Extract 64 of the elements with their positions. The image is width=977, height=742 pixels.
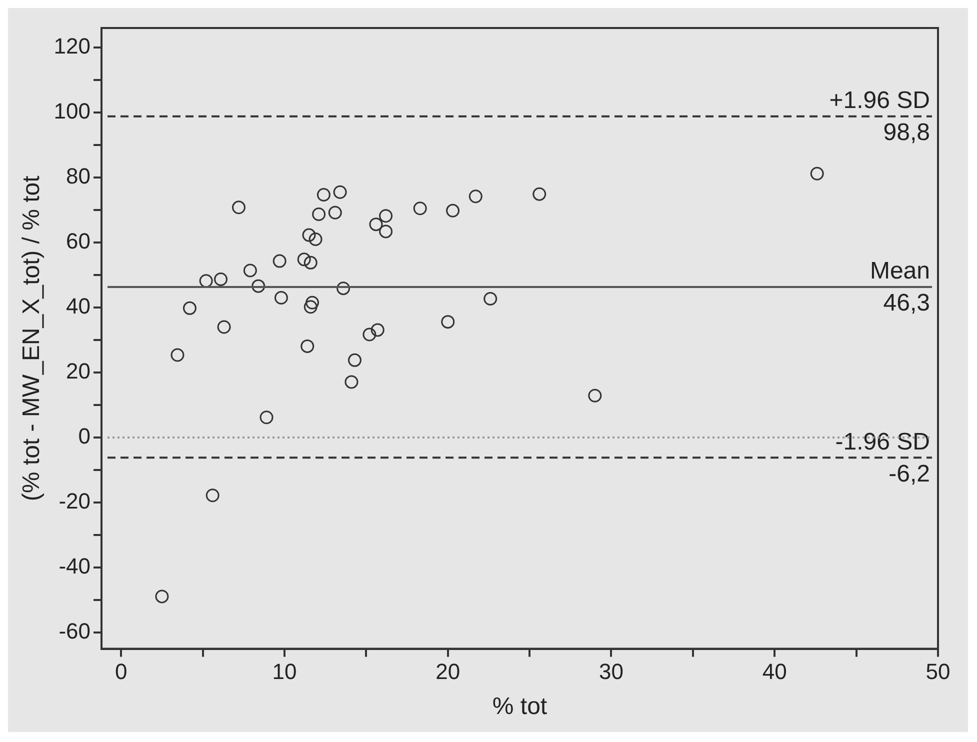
y-tick-label: -40 <box>58 554 91 579</box>
point <box>260 410 274 424</box>
point <box>344 375 358 389</box>
y-tick-label: 80 <box>66 164 91 189</box>
point <box>308 232 322 246</box>
point <box>272 254 286 268</box>
y-tick-label: 0 <box>78 424 91 449</box>
y-tick-label: -20 <box>58 488 91 514</box>
y-tick-label: -60 <box>58 618 91 644</box>
y-tick-label: 100 <box>54 98 91 124</box>
point <box>274 291 288 305</box>
point <box>170 348 184 362</box>
point <box>306 296 320 310</box>
point <box>214 272 228 286</box>
point <box>252 279 266 293</box>
point <box>379 224 393 238</box>
point <box>468 190 482 204</box>
point <box>217 320 231 334</box>
annotation: -6,2 <box>888 460 930 488</box>
point <box>446 204 460 218</box>
annotation: 46,3 <box>883 290 930 317</box>
point <box>370 323 384 337</box>
ref-line-label: -1.96 SD <box>835 428 930 456</box>
point <box>333 185 347 199</box>
point <box>206 488 220 502</box>
point <box>155 590 169 604</box>
point <box>182 301 196 315</box>
point <box>532 187 546 201</box>
point <box>300 339 314 353</box>
point <box>413 202 427 216</box>
point <box>304 256 318 270</box>
ref-line-label: +1.96 SD <box>829 87 930 114</box>
point <box>312 207 326 221</box>
x-tick-label: 30 <box>599 659 624 684</box>
point <box>316 188 330 202</box>
x-tick-label: 20 <box>436 659 460 684</box>
x-tick-label: 50 <box>926 659 950 684</box>
point <box>243 264 257 278</box>
point <box>302 228 316 242</box>
point <box>297 252 311 266</box>
point <box>810 166 824 180</box>
x-tick-label: 40 <box>762 659 787 684</box>
y-tick-label: 40 <box>66 294 91 319</box>
x-axis-title: % tot <box>492 693 548 720</box>
point <box>348 353 362 367</box>
ref-line-label: Mean <box>870 258 930 285</box>
point <box>328 206 342 220</box>
point <box>441 315 455 329</box>
point <box>336 282 350 296</box>
point <box>379 209 393 223</box>
point <box>484 292 498 306</box>
x-tick-label: 10 <box>272 659 297 684</box>
y-tick-label: 60 <box>66 228 91 254</box>
y-tick-label: 120 <box>54 34 91 59</box>
y-axis-title: (% tot - MW_EN_X_tot) / % tot <box>18 175 46 502</box>
point <box>369 218 383 232</box>
x-tick-label: 0 <box>114 659 128 684</box>
annotation: 98,8 <box>883 119 930 146</box>
point <box>588 388 602 402</box>
point <box>232 200 246 214</box>
point <box>304 300 318 314</box>
point <box>199 274 213 288</box>
point <box>362 328 376 342</box>
y-tick-label: 20 <box>66 358 91 384</box>
